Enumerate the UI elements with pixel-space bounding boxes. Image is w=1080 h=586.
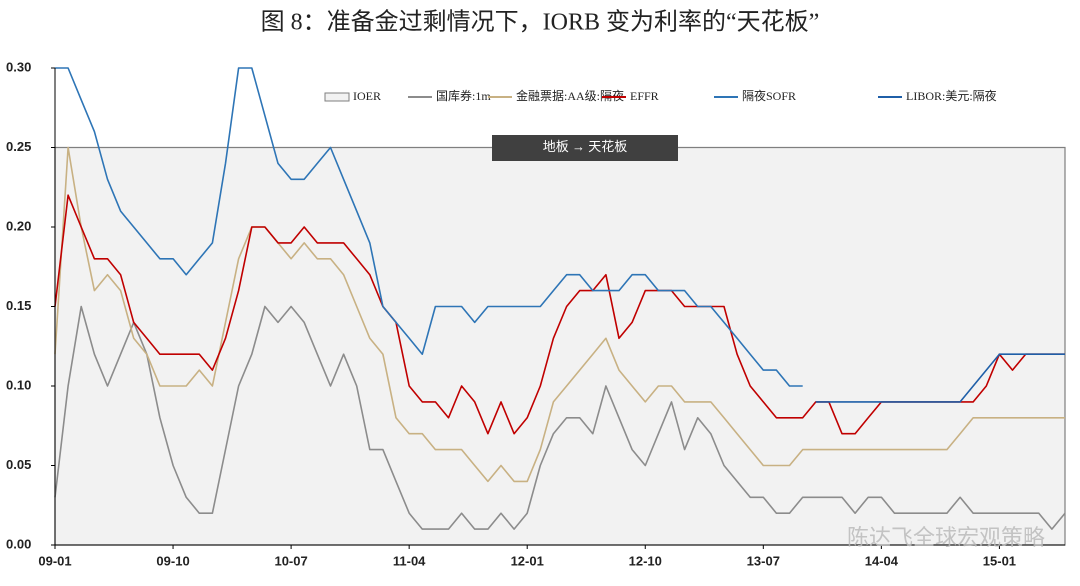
chart-title: 图 8：准备金过剩情况下，IORB 变为利率的“天花板” — [261, 9, 820, 36]
x-tick-label: 14-04 — [865, 553, 899, 568]
y-tick-label: 0.05 — [6, 457, 31, 472]
series-line — [54, 146, 1065, 483]
legend-label: 金融票据:AA级:隔夜 — [516, 88, 624, 103]
x-tick-label: 12-10 — [629, 553, 662, 568]
x-tick-label: 10-07 — [274, 553, 307, 568]
annotation-box — [492, 135, 678, 161]
x-tick-label: 09-01 — [38, 553, 71, 568]
annotation: 地板 → 天花板 — [543, 139, 628, 154]
legend-label: IOER — [353, 89, 381, 103]
legend-label: LIBOR:美元:隔夜 — [906, 88, 997, 103]
legend-label: 国库券:1m — [436, 88, 491, 103]
x-tick-label: 15-01 — [983, 553, 1016, 568]
x-tick-label: 12-01 — [511, 553, 544, 568]
legend-swatch — [324, 92, 350, 102]
y-tick-label: 0.20 — [6, 218, 31, 233]
series-line — [54, 305, 1066, 530]
x-tick-label: 09-10 — [156, 553, 189, 568]
y-tick-label: 0.25 — [6, 139, 31, 154]
series-area — [54, 146, 1066, 546]
legend-label: 隔夜SOFR — [742, 88, 796, 103]
x-tick-label: 11-04 — [393, 553, 426, 568]
series-line — [55, 67, 803, 387]
y-tick-label: 0.30 — [6, 59, 31, 74]
y-tick-label: 0.00 — [6, 536, 31, 551]
x-tick-label: 13-07 — [747, 553, 780, 568]
legend-label: EFFR — [630, 89, 659, 103]
series-line — [815, 353, 1065, 403]
y-tick-label: 0.10 — [6, 377, 31, 392]
plot-area: 0.00 0.05 0.10 0.15 0.20 0.25 0.30 09-01 09-10 10… — [6, 59, 1066, 568]
watermark: 陈达飞全球宏观策略 — [847, 525, 1045, 550]
y-tick-label: 0.15 — [6, 298, 31, 313]
